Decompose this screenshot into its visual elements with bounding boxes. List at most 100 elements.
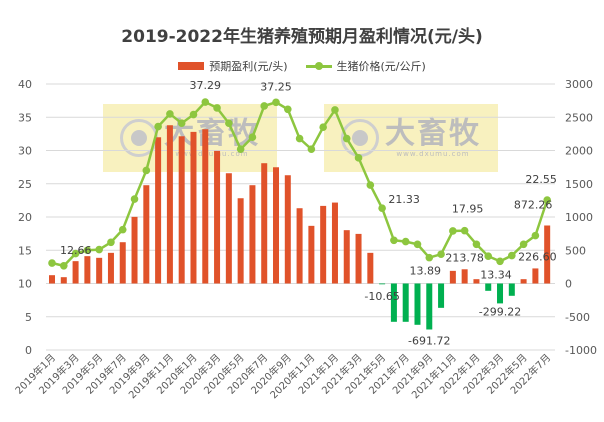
- bar: [178, 136, 185, 284]
- price-point: [201, 98, 210, 106]
- bar: [461, 269, 468, 284]
- bar-data-label: 226.60: [518, 250, 557, 263]
- bar: [214, 150, 221, 284]
- price-point: [272, 98, 280, 107]
- line-data-label: 21.33: [388, 193, 420, 206]
- bar: [379, 283, 386, 285]
- price-point: [413, 240, 422, 249]
- price-point: [118, 225, 127, 234]
- legend: 预期盈利(元/头) 生猪价格(元/公斤): [0, 58, 604, 74]
- price-point: [366, 181, 375, 189]
- bar: [414, 283, 421, 325]
- bar: [237, 198, 244, 284]
- price-point: [378, 204, 386, 212]
- price-point: [154, 122, 162, 131]
- price-point: [225, 119, 233, 128]
- right-axis-tick-label: 3000: [565, 78, 593, 91]
- left-axis-tick-label: 25: [18, 178, 32, 191]
- bar: [131, 216, 138, 284]
- price-point: [437, 250, 445, 259]
- price-point: [390, 236, 398, 245]
- bar: [190, 131, 197, 284]
- bar: [202, 129, 209, 284]
- price-point: [496, 257, 504, 266]
- left-axis-tick-label: 0: [25, 344, 32, 357]
- bar: [426, 283, 433, 330]
- price-point: [189, 110, 198, 119]
- bar: [49, 275, 55, 284]
- price-point: [531, 231, 540, 240]
- right-axis-tick-label: 2500: [565, 111, 593, 124]
- price-point: [543, 196, 551, 204]
- left-axis-tick-label: 35: [18, 111, 32, 124]
- price-point: [472, 240, 481, 249]
- bar: [402, 283, 409, 322]
- left-axis-tick-label: 15: [18, 244, 32, 257]
- bar: [497, 283, 504, 304]
- right-axis-tick-label: 1000: [565, 211, 593, 224]
- bar: [84, 256, 91, 284]
- bar: [166, 125, 173, 284]
- bar: [390, 283, 397, 322]
- price-point: [319, 123, 327, 132]
- bar: [532, 268, 539, 284]
- bar: [284, 175, 291, 284]
- price-point: [95, 245, 103, 254]
- price-point: [166, 110, 174, 118]
- right-axis-tick-label: -500: [565, 311, 590, 324]
- price-point: [460, 226, 469, 235]
- price-point: [401, 237, 410, 246]
- right-axis-tick-label: 1500: [565, 178, 593, 191]
- line-data-label: 17.95: [452, 203, 484, 216]
- price-point: [83, 246, 92, 255]
- bar: [449, 270, 456, 284]
- price-point: [484, 252, 493, 261]
- price-point: [130, 195, 139, 203]
- price-point: [284, 105, 292, 114]
- price-point: [295, 134, 304, 143]
- line-data-label: 13.34: [480, 268, 512, 281]
- line-data-label: 37.25: [260, 80, 292, 93]
- price-point: [508, 251, 516, 260]
- legend-label: 预期盈利(元/头): [209, 60, 288, 73]
- bar: [320, 205, 327, 284]
- bar: [119, 242, 126, 284]
- bar: [296, 208, 303, 284]
- price-point: [48, 259, 56, 267]
- bar: [520, 279, 527, 284]
- left-axis-tick-label: 5: [25, 311, 32, 324]
- price-point: [213, 104, 221, 112]
- bar: [508, 283, 515, 296]
- price-point: [59, 262, 68, 270]
- legend-label: 生猪价格(元/公斤): [336, 60, 426, 73]
- price-point: [307, 145, 316, 153]
- bar-data-label: -691.72: [408, 334, 450, 347]
- bar: [107, 252, 114, 284]
- bar-data-label: 213.78: [445, 251, 484, 264]
- bar: [308, 225, 315, 284]
- bar: [225, 173, 232, 284]
- legend-item-profit: 预期盈利(元/头): [178, 58, 288, 74]
- price-point: [449, 227, 457, 235]
- bar: [60, 277, 67, 284]
- bar: [355, 233, 362, 284]
- chart-title: 2019-2022年生猪养殖预期月盈利情况(元/头): [121, 27, 483, 47]
- bar: [273, 167, 280, 284]
- bar: [96, 257, 103, 284]
- price-point: [519, 240, 528, 249]
- line-data-label: 37.29: [190, 79, 222, 92]
- line-data-label: 22.55: [525, 173, 557, 186]
- bar: [249, 185, 256, 284]
- bar: [343, 230, 350, 284]
- left-axis-tick-label: 30: [18, 145, 32, 158]
- right-axis-tick-label: 2000: [565, 145, 593, 158]
- right-axis-tick-label: 0: [565, 278, 572, 291]
- price-point: [107, 238, 115, 247]
- legend-swatch-line: [305, 62, 332, 70]
- price-point: [236, 145, 245, 153]
- bar: [367, 252, 374, 284]
- left-axis-tick-label: 40: [18, 78, 32, 91]
- bar-data-label: -299.22: [479, 305, 521, 318]
- bar: [544, 225, 551, 284]
- left-axis-tick-label: 20: [18, 211, 32, 224]
